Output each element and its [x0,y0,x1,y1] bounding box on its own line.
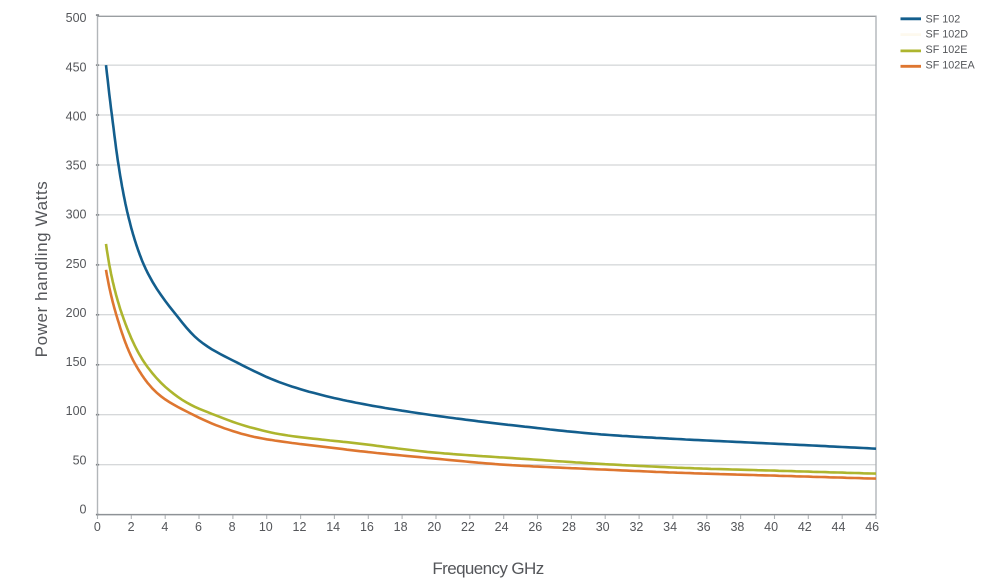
svg-text:400: 400 [66,109,87,123]
svg-text:40: 40 [764,520,778,534]
svg-text:100: 100 [66,404,87,418]
svg-text:500: 500 [66,11,87,25]
svg-text:16: 16 [360,520,374,534]
svg-text:38: 38 [730,520,744,534]
svg-text:46: 46 [865,520,879,534]
svg-text:SF 102D: SF 102D [926,29,969,41]
svg-text:20: 20 [427,520,441,534]
svg-text:SF 102: SF 102 [926,13,961,25]
svg-text:0: 0 [94,520,101,534]
svg-text:150: 150 [66,355,87,369]
svg-text:30: 30 [596,520,610,534]
svg-text:200: 200 [66,306,87,320]
svg-text:24: 24 [495,520,509,534]
svg-text:10: 10 [259,520,273,534]
svg-text:Frequency GHz: Frequency GHz [432,559,543,578]
svg-text:4: 4 [161,520,168,534]
svg-text:SF 102EA: SF 102EA [926,59,976,71]
svg-text:50: 50 [73,453,87,467]
svg-text:28: 28 [562,520,576,534]
svg-text:34: 34 [663,520,677,534]
svg-text:14: 14 [326,520,340,534]
svg-text:SF 102E: SF 102E [926,44,968,56]
svg-text:22: 22 [461,520,475,534]
svg-text:Power handling Watts: Power handling Watts [32,181,51,358]
svg-text:42: 42 [798,520,812,534]
svg-text:8: 8 [229,520,236,534]
svg-text:2: 2 [128,520,135,534]
svg-text:36: 36 [697,520,711,534]
svg-text:44: 44 [832,520,846,534]
svg-text:350: 350 [66,159,87,173]
svg-text:450: 450 [66,60,87,74]
svg-text:26: 26 [528,520,542,534]
svg-text:250: 250 [66,257,87,271]
svg-text:18: 18 [394,520,408,534]
svg-text:300: 300 [66,208,87,222]
svg-text:32: 32 [629,520,643,534]
svg-text:6: 6 [195,520,202,534]
svg-text:12: 12 [293,520,307,534]
svg-text:0: 0 [80,502,87,516]
